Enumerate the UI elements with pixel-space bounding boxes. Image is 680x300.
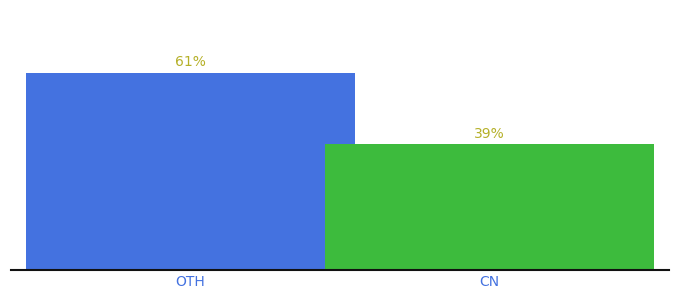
Bar [26,73,355,270]
Text: 61%: 61% [175,56,206,69]
Bar [325,144,654,270]
Text: 39%: 39% [474,127,505,141]
